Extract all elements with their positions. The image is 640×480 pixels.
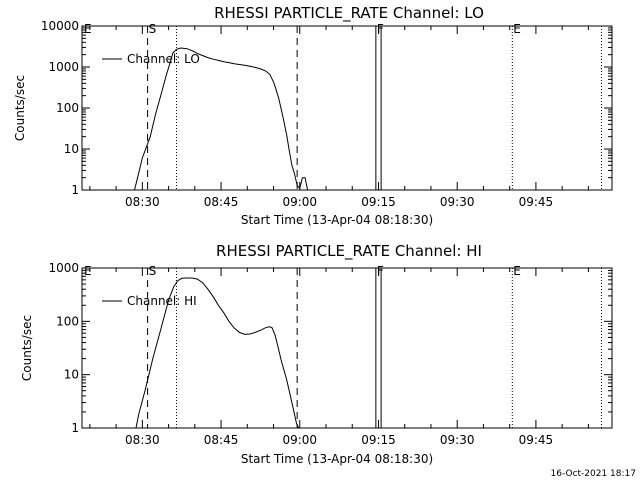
x-tick-label: 09:45 — [519, 195, 554, 209]
flag-marker-label: S — [149, 22, 157, 36]
x-tick-label: 09:45 — [519, 433, 554, 447]
x-tick-label: 09:15 — [361, 433, 396, 447]
plot-frame — [81, 25, 613, 191]
y-tick-label: 10000 — [41, 19, 79, 33]
x-tick-label: 08:30 — [125, 195, 160, 209]
flag-marker-label: E — [513, 264, 521, 278]
y-tick-label: 10 — [64, 142, 79, 156]
x-tick-label: 08:45 — [204, 433, 239, 447]
flag-marker-label: F — [377, 264, 384, 278]
legend-label: Channel: LO — [127, 52, 200, 66]
chart-title: RHESSI PARTICLE_RATE Channel: HI — [216, 242, 482, 261]
y-tick-label: 100 — [56, 314, 79, 328]
y-tick-label: 1 — [71, 183, 79, 197]
y-tick-label: 100 — [56, 101, 79, 115]
y-tick-label: 10 — [64, 368, 79, 382]
x-tick-label: 08:45 — [204, 195, 239, 209]
flag-marker-label: E — [513, 22, 521, 36]
legend-label: Channel: HI — [127, 294, 197, 308]
y-axis-label: Counts/sec — [13, 75, 27, 141]
y-tick-label: 1000 — [48, 261, 79, 275]
flag-marker-label: F — [377, 22, 384, 36]
y-tick-label: 1 — [71, 421, 79, 435]
chart-title: RHESSI PARTICLE_RATE Channel: LO — [214, 4, 484, 23]
x-tick-label: 09:15 — [361, 195, 396, 209]
plot-frame — [81, 267, 613, 429]
flag-marker-label: S — [149, 264, 157, 278]
series-line-1 — [135, 277, 300, 429]
x-tick-label: 09:30 — [440, 195, 475, 209]
y-tick-label: 1000 — [48, 60, 79, 74]
x-tick-label: 08:30 — [125, 433, 160, 447]
x-tick-label: 09:00 — [282, 195, 317, 209]
flag-marker-label: E — [84, 22, 92, 36]
series-line-1 — [134, 47, 309, 191]
flag-marker-label: E — [84, 264, 92, 278]
x-axis-label: Start Time (13-Apr-04 08:18:30) — [241, 452, 433, 466]
x-tick-label: 09:00 — [282, 433, 317, 447]
x-axis-label: Start Time (13-Apr-04 08:18:30) — [241, 213, 433, 227]
y-axis-label: Counts/sec — [20, 315, 34, 381]
x-tick-label: 09:30 — [440, 433, 475, 447]
footer-timestamp: 16-Oct-2021 18:17 — [551, 469, 636, 479]
